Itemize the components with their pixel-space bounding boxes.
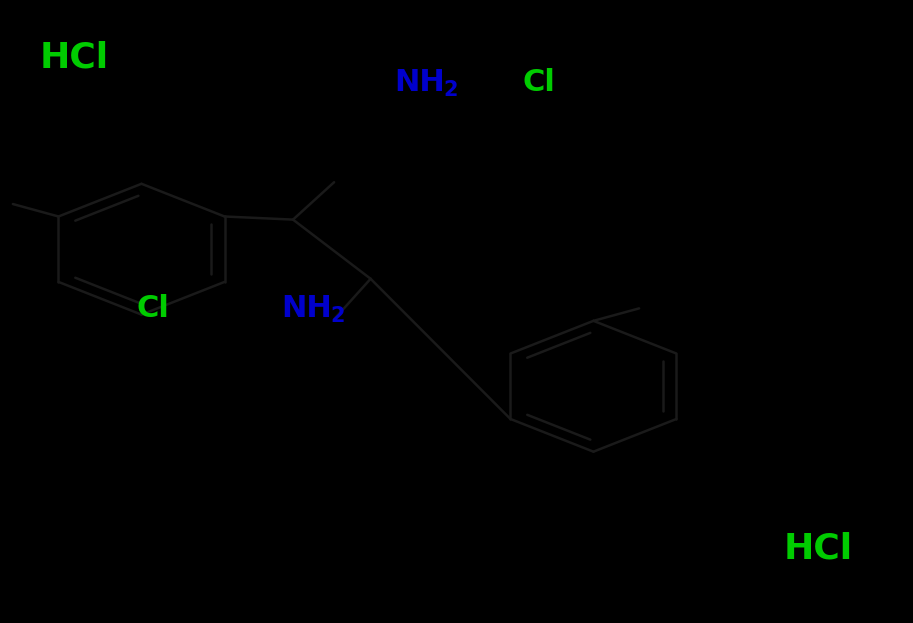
Text: NH: NH xyxy=(281,294,332,323)
Text: Cl: Cl xyxy=(137,294,170,323)
Text: HCl: HCl xyxy=(39,40,109,75)
Text: HCl: HCl xyxy=(783,531,853,566)
Text: Cl: Cl xyxy=(522,68,555,97)
Text: 2: 2 xyxy=(444,80,458,100)
Text: NH: NH xyxy=(394,68,446,97)
Text: 2: 2 xyxy=(331,306,345,326)
